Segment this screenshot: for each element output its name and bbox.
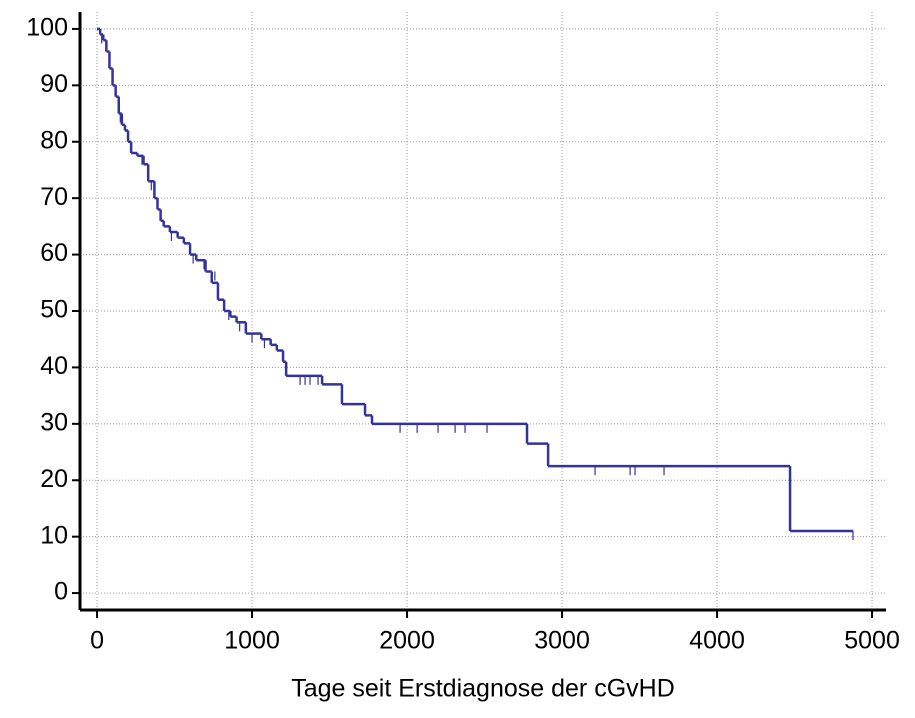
x-axis-label: Tage seit Erstdiagnose der cGvHD — [291, 675, 675, 703]
x-tick-label: 0 — [90, 627, 104, 655]
x-tick-label: 3000 — [534, 627, 590, 655]
y-tick-label: 90 — [40, 70, 68, 98]
y-tick-label: 100 — [26, 14, 68, 42]
y-tick-label: 60 — [40, 239, 68, 267]
y-tick-label: 70 — [40, 183, 68, 211]
y-tick-label: 80 — [40, 126, 68, 154]
x-tick-label: 4000 — [689, 627, 745, 655]
y-tick-label: 0 — [54, 578, 68, 606]
y-tick-label: 10 — [40, 521, 68, 549]
y-tick-label: 50 — [40, 296, 68, 324]
x-tick-label: 2000 — [379, 627, 435, 655]
x-tick-label: 1000 — [224, 627, 280, 655]
y-tick-label: 30 — [40, 408, 68, 436]
y-tick-label: 40 — [40, 352, 68, 380]
x-tick-label: 5000 — [844, 627, 900, 655]
y-tick-label: 20 — [40, 465, 68, 493]
